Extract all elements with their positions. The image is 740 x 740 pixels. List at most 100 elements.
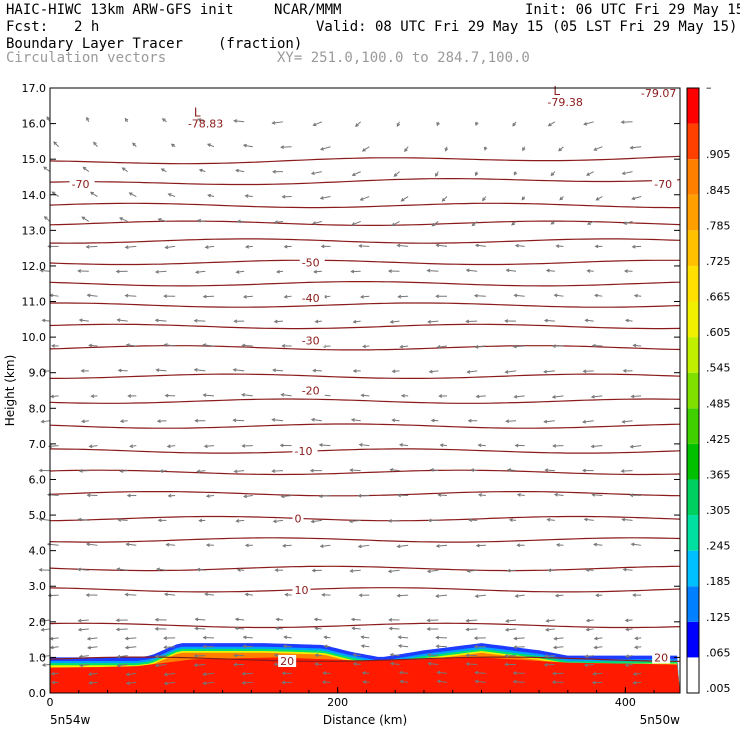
vector-arrowhead (465, 319, 470, 324)
vector-arrowhead (89, 191, 94, 196)
vector-arrowhead (389, 320, 394, 324)
colorbar-swatch (687, 621, 699, 658)
colorbar-swatch (687, 123, 699, 160)
circulation-vector (83, 166, 90, 173)
circulation-vector (349, 519, 361, 523)
circulation-vector (315, 320, 322, 323)
vector-arrowhead (88, 444, 93, 449)
vector-arrowhead (591, 492, 596, 497)
colorbar-swatch (687, 301, 699, 338)
y-tick-label: 12.0 (22, 260, 47, 273)
circulation-vector (89, 681, 98, 684)
colorbar-label: .665 (706, 291, 731, 304)
vector-arrowhead (163, 592, 168, 597)
vector-arrowhead (583, 663, 588, 667)
vector-arrowhead (116, 654, 121, 659)
circulation-vector (436, 645, 448, 648)
vector-arrowhead (507, 468, 512, 472)
circulation-vector (515, 245, 525, 247)
vector-arrowhead (46, 116, 50, 121)
circulation-vector (155, 664, 167, 667)
vector-arrowhead (350, 269, 355, 274)
vector-arrowhead (359, 197, 364, 201)
colorbar-swatch (687, 88, 699, 124)
circulation-vector (166, 544, 176, 546)
vector-arrowhead (119, 469, 124, 473)
circulation-vector (544, 420, 555, 423)
vector-arrowhead (312, 368, 317, 373)
isotherm-line (49, 587, 681, 593)
vector-arrowhead (512, 645, 517, 650)
tracer-layer-red (50, 657, 680, 693)
circulation-vector (197, 568, 206, 571)
circulation-vector (125, 646, 137, 649)
circulation-vector (126, 681, 137, 684)
vector-arrowhead (155, 368, 160, 372)
circulation-vector (553, 646, 564, 649)
colorbar-label: .545 (706, 362, 731, 375)
circulation-vector (350, 469, 361, 472)
isotherm-line (49, 622, 681, 629)
vector-arrowhead (193, 368, 198, 372)
vector-arrowhead (202, 343, 207, 347)
vector-arrowhead (125, 542, 130, 547)
vector-arrowhead (121, 167, 126, 171)
vector-arrowhead (85, 244, 90, 249)
circulation-vector (591, 395, 603, 398)
vector-arrowhead (77, 627, 82, 632)
circulation-vector (78, 628, 89, 631)
vector-arrowhead (516, 543, 521, 548)
vector-arrowhead (354, 123, 359, 127)
circulation-vector (245, 593, 253, 596)
vector-arrowhead (86, 293, 91, 298)
vector-arrowhead (551, 344, 556, 349)
circulation-vector (236, 519, 245, 522)
circulation-vector (475, 594, 486, 597)
vector-arrowhead (426, 569, 431, 574)
colorbar-swatch (687, 479, 699, 516)
vector-arrowhead (271, 120, 276, 125)
vector-arrowhead (387, 569, 392, 574)
circulation-vector (466, 619, 478, 622)
vector-arrowhead (595, 593, 600, 598)
vector-arrowhead (273, 220, 278, 224)
vector-arrowhead (512, 122, 516, 127)
vector-arrowhead (594, 244, 599, 249)
circulation-vector (312, 220, 322, 225)
circulation-vector (41, 628, 51, 631)
vector-arrowhead (233, 319, 238, 324)
circulation-vector (397, 244, 409, 247)
circulation-vector (622, 518, 633, 521)
y-tick-label: 3.0 (29, 580, 47, 593)
vector-arrowhead (314, 319, 319, 324)
circulation-vector (584, 518, 594, 521)
vector-arrowhead (582, 419, 587, 424)
isotherm-label: 10 (295, 584, 309, 597)
vector-arrowhead (439, 443, 444, 448)
circulation-vector (506, 420, 517, 422)
circulation-vector (544, 319, 555, 322)
circulation-vector (42, 664, 51, 666)
vector-arrowhead (468, 518, 473, 523)
vector-arrowhead (581, 468, 586, 473)
vector-arrowhead (117, 518, 122, 522)
vector-arrowhead (431, 222, 436, 227)
circulation-vector (42, 319, 51, 322)
vector-arrowhead (349, 569, 354, 573)
vector-arrowhead (622, 567, 627, 572)
vector-arrowhead (357, 493, 362, 498)
colorbar-label: .005 (706, 682, 731, 695)
isotherm-label: -40 (302, 292, 320, 305)
vector-arrowhead (53, 141, 57, 145)
circulation-vector (78, 619, 89, 622)
isotherm-label-bg (299, 334, 325, 347)
circulation-vector (51, 395, 59, 398)
vector-arrowhead (314, 626, 319, 631)
colorbar-label: .125 (706, 611, 731, 624)
vector-arrowhead (426, 627, 431, 631)
circulation-vector (517, 494, 525, 496)
circulation-vector (352, 220, 361, 226)
vector-arrowhead (49, 645, 54, 650)
vector-arrowhead (197, 118, 202, 122)
vector-arrowhead (435, 644, 440, 649)
